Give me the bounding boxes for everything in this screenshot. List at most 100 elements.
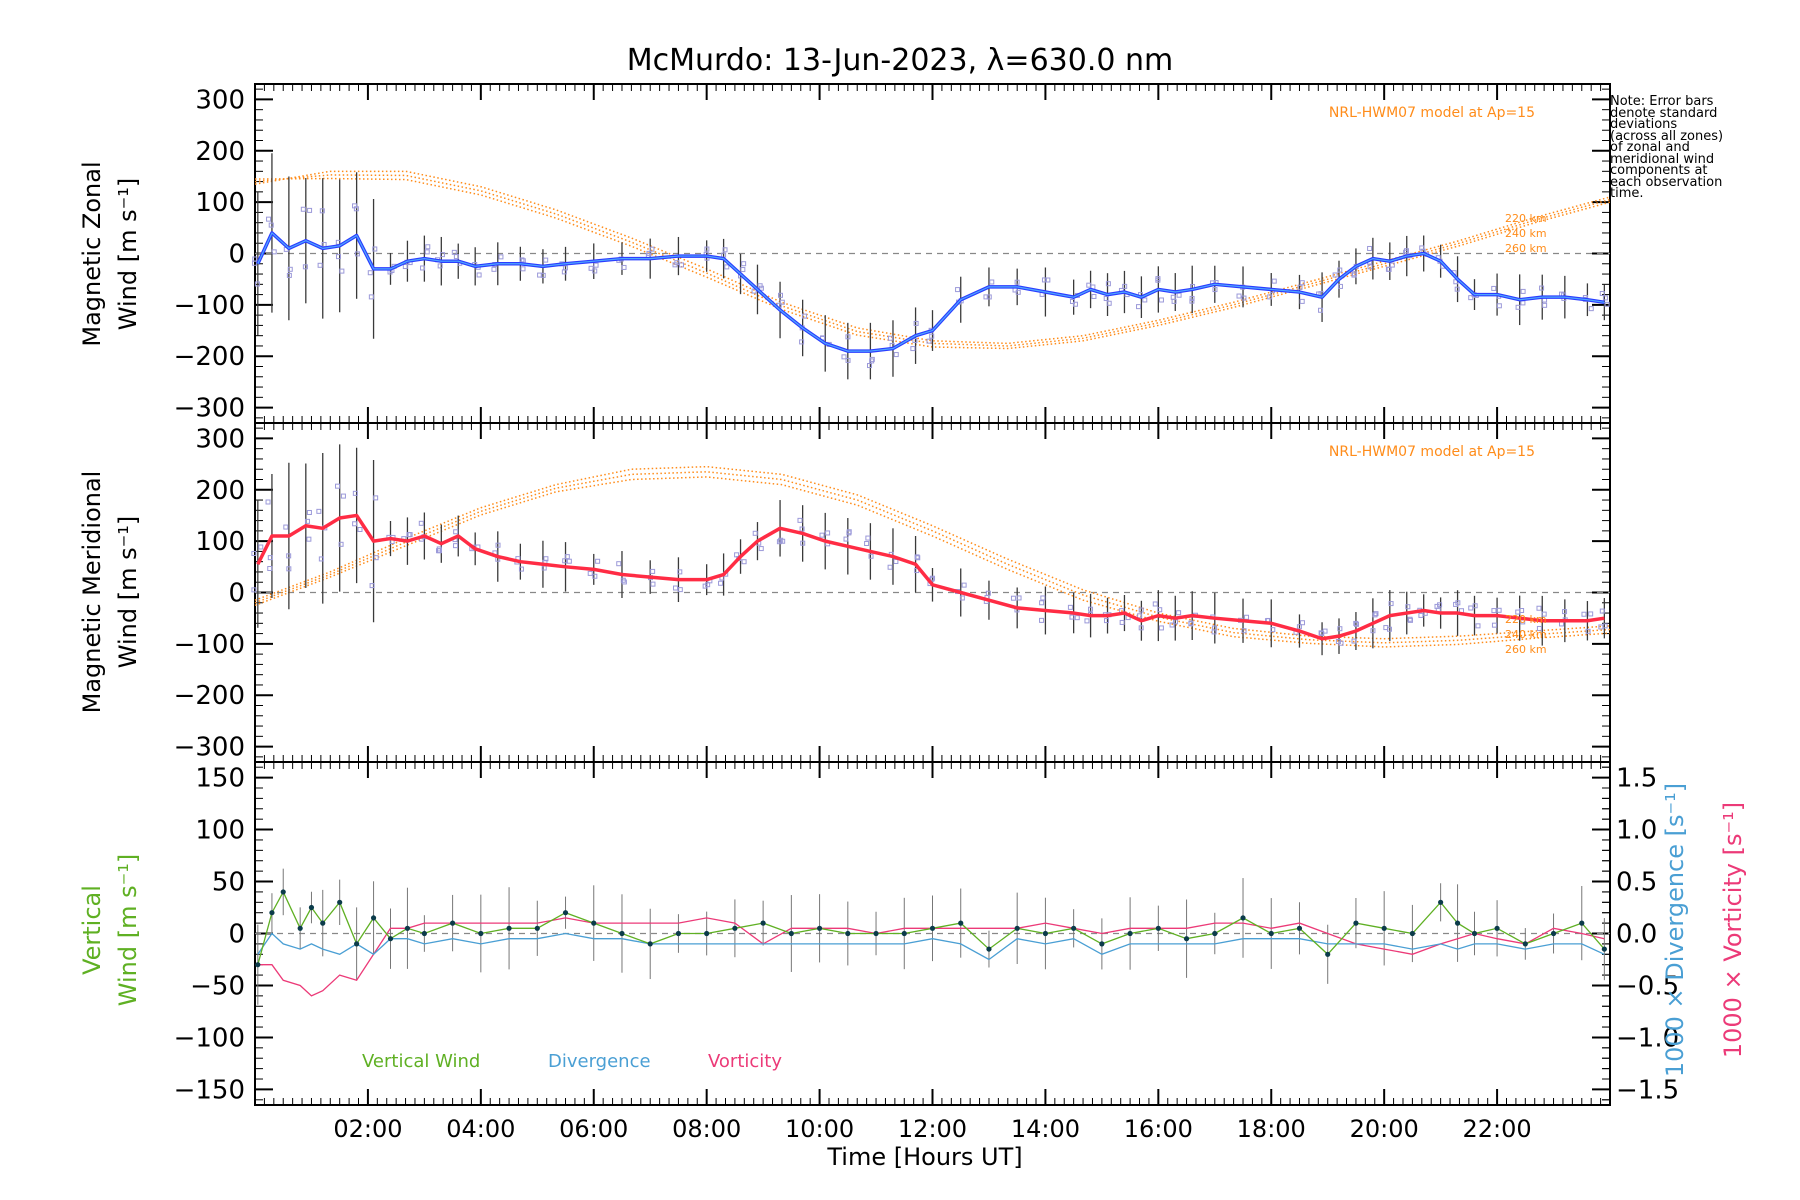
- meridional-scatter-point: [825, 530, 831, 536]
- zonal-scatter-point: [678, 262, 684, 268]
- zonal-ytick-label: 200: [195, 137, 245, 167]
- meridional-scatter-point: [418, 520, 424, 526]
- zonal-ytick-label: 100: [195, 188, 245, 218]
- zonal-scatter-point: [1299, 298, 1305, 304]
- vorticity-axis-label: 1000 × Vorticity [s⁻¹]: [1719, 802, 1747, 1058]
- zonal-scatter-point: [1520, 288, 1526, 294]
- zonal-scatter-point: [1599, 290, 1605, 296]
- meridional-scatter-point: [258, 544, 264, 550]
- vertical-ylabel: Vertical Wind [m s⁻¹]: [78, 854, 142, 1006]
- meridional-scatter-point: [357, 526, 363, 532]
- x-tick-label: 08:00: [672, 1115, 741, 1143]
- note-line: (across all zones): [1610, 128, 1724, 144]
- zonal-ytick-label: 300: [195, 85, 245, 115]
- vertical-right-tick-label: −1.5: [1616, 1075, 1679, 1105]
- zonal-inner-line: [257, 232, 1605, 352]
- meridional-scatter-point: [846, 529, 852, 535]
- zonal-scatter-point: [543, 257, 549, 263]
- meridional-wind-panel: 300 200 100 0 −100 −200 −300: [174, 422, 1611, 763]
- meridional-scatter-point: [1351, 638, 1357, 644]
- meridional-scatter-point: [1010, 595, 1016, 601]
- zonal-mean-wind-line: [256, 231, 1605, 353]
- zonal-scatter-point: [1171, 298, 1177, 304]
- zonal-scatter-point: [1367, 264, 1373, 270]
- meridional-scatter-point: [1016, 595, 1022, 601]
- meridional-scatter-point: [819, 532, 825, 538]
- vertical-right-tick-label: 0.5: [1616, 868, 1657, 898]
- vertical-right-tick-label: −0.5: [1616, 971, 1679, 1001]
- zonal-scatter-point: [439, 252, 445, 258]
- zonal-scatter-point: [1602, 295, 1608, 301]
- vertical-wind-point: [1471, 930, 1478, 937]
- vertical-wind-point: [1212, 930, 1218, 937]
- legend-divergence: Divergence: [548, 1051, 651, 1072]
- zonal-scatter-point: [286, 272, 292, 278]
- vertical-wind-point: [1454, 920, 1461, 926]
- vertical-wind-point: [873, 930, 879, 937]
- meridional-scatter-point: [1039, 617, 1045, 623]
- meridional-scatter-point: [286, 553, 292, 559]
- meridional-scatter-point: [1581, 611, 1587, 617]
- meridional-scatter-point: [915, 555, 921, 561]
- x-axis-label: Time [Hours UT]: [826, 1143, 1022, 1171]
- meridional-scatter-point: [453, 529, 459, 535]
- meridional-scatter-point: [453, 543, 459, 549]
- vertical-wind-point: [1127, 930, 1133, 937]
- meridional-scatter-point: [800, 540, 806, 546]
- zonal-scatter-point: [1297, 284, 1303, 290]
- zonal-scatter-point: [1337, 267, 1343, 273]
- meridional-scatter-point: [518, 566, 524, 572]
- meridional-scatter-point: [1069, 614, 1075, 620]
- zonal-scatter-point: [910, 346, 916, 352]
- vertical-wind-point: [320, 920, 326, 926]
- zonal-ytick-label: −200: [174, 342, 245, 372]
- vertical-wind-point: [1353, 920, 1359, 926]
- meridional-scatter-point: [1405, 604, 1411, 610]
- zonal-scatter-point: [1468, 295, 1474, 301]
- zonal-scatter-point: [845, 334, 851, 340]
- meridional-scatter-point: [797, 517, 803, 523]
- vertical-wind-point: [1550, 930, 1557, 937]
- meridional-scatter-point: [1491, 608, 1497, 614]
- note-line: deviations: [1610, 117, 1678, 132]
- meridional-scatter-point: [1138, 607, 1144, 613]
- meridional-ytick-label: 0: [228, 579, 245, 609]
- zonal-ytick-label: −300: [174, 394, 245, 424]
- vertical-wind-point: [675, 930, 682, 937]
- zonal-ylabel-line2: Wind [m s⁻¹]: [114, 178, 142, 330]
- vertical-wind-point: [760, 920, 766, 926]
- zonal-scatter-point: [989, 279, 995, 285]
- zonal-scatter-point: [867, 363, 873, 369]
- meridional-ylabel: Magnetic Meridional Wind [m s⁻¹]: [78, 471, 142, 714]
- meridional-scatter-point: [1496, 607, 1502, 613]
- meridional-scatter-point: [304, 518, 310, 524]
- note-line: Note: Error bars: [1610, 94, 1714, 109]
- meridional-scatter-point: [1472, 603, 1478, 609]
- zonal-scatter-point: [912, 338, 918, 344]
- zonal-model-label: NRL-HWM07 model at Ap=15: [1329, 105, 1535, 121]
- meridional-scatter-point: [865, 535, 871, 541]
- vertical-ytick-label: 150: [195, 764, 245, 794]
- vertical-wind-point: [647, 941, 653, 947]
- meridional-scatter-point: [338, 541, 344, 547]
- meridional-scatter-point: [1559, 621, 1565, 627]
- zonal-scatter-point: [1588, 306, 1594, 312]
- vertical-right-tick-label: 1.5: [1616, 764, 1657, 794]
- meridional-scatter-point: [702, 583, 708, 589]
- meridional-scatter-point: [650, 568, 656, 574]
- vertical-wind-point: [788, 930, 794, 937]
- meridional-scatter-point: [1437, 602, 1443, 608]
- zonal-scatter-point: [1041, 277, 1047, 283]
- vertical-ylabel-line2: Wind [m s⁻¹]: [114, 854, 142, 1006]
- zonal-scatter-point: [1496, 303, 1502, 309]
- zonal-scatter-point: [1520, 300, 1526, 306]
- zonal-scatter-point: [335, 254, 341, 260]
- vertical-wind-point: [478, 930, 484, 937]
- vertical-wind-point: [816, 925, 823, 931]
- meridional-scatter-point: [752, 530, 758, 536]
- zonal-scatter-point: [1155, 277, 1161, 283]
- zonal-scatter-point: [1351, 272, 1357, 278]
- vertical-wind-point: [986, 946, 992, 952]
- zonal-scatter-point: [1106, 300, 1112, 306]
